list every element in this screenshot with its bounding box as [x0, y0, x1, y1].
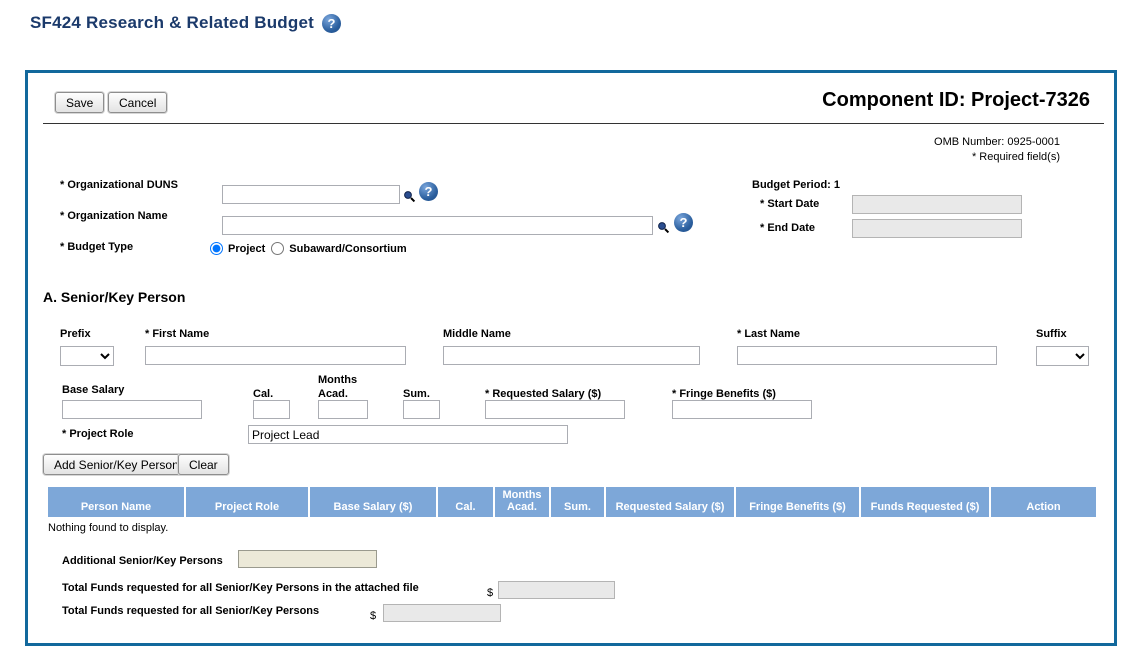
additional-persons-field [238, 550, 377, 568]
org-name-search-icon[interactable] [657, 221, 670, 239]
required-note: * Required field(s) [971, 151, 1060, 163]
col-funds-requested: Funds Requested ($) [861, 487, 989, 517]
help-icon[interactable]: ? [321, 13, 341, 33]
component-id: Component ID: Project-7326 [822, 89, 1090, 111]
attached-file-total-input [498, 581, 615, 599]
org-name-input[interactable] [222, 216, 653, 235]
requested-salary-label: * Requested Salary ($) [485, 388, 602, 400]
cal-months-label: Cal. [253, 388, 274, 400]
attached-file-total-label: Total Funds requested for all Senior/Key… [62, 582, 419, 594]
omb-number: OMB Number: 0925-0001 [934, 136, 1060, 148]
budget-type-subaward-option[interactable]: Subaward/Consortium [271, 242, 407, 255]
budget-type-subaward-radio[interactable] [271, 242, 285, 255]
divider [43, 123, 1104, 124]
base-salary-input[interactable] [62, 400, 202, 419]
col-action: Action [991, 487, 1096, 517]
persons-table-header: Person Name Project Role Base Salary ($)… [48, 487, 1096, 517]
col-cal: Cal. [438, 487, 493, 517]
page-title: SF424 Research & Related Budget ? [30, 13, 341, 33]
first-name-label: * First Name [145, 328, 210, 340]
additional-persons-label: Additional Senior/Key Persons [62, 555, 223, 567]
project-role-input[interactable] [248, 425, 568, 444]
end-date-input [852, 219, 1022, 238]
duns-search-icon[interactable] [403, 190, 416, 208]
clear-button[interactable]: Clear [178, 454, 229, 475]
col-person-name: Person Name [48, 487, 184, 517]
budget-type-project-option[interactable]: Project [210, 242, 265, 255]
col-base-salary: Base Salary ($) [310, 487, 436, 517]
last-name-input[interactable] [737, 346, 997, 365]
end-date-label: * End Date [760, 222, 816, 234]
save-button[interactable]: Save [55, 92, 105, 113]
omb-block: OMB Number: 0925-0001 * Required field(s… [934, 135, 1060, 165]
budget-type-project-label: Project [228, 242, 266, 255]
org-name-help-icon[interactable]: ? [674, 213, 693, 232]
fringe-benefits-input[interactable] [672, 400, 812, 419]
all-persons-total-dollar: $ [370, 610, 377, 622]
first-name-input[interactable] [145, 346, 406, 365]
all-persons-total-label: Total Funds requested for all Senior/Key… [62, 605, 320, 617]
cal-months-input[interactable] [253, 400, 290, 419]
suffix-select[interactable] [1036, 346, 1089, 366]
base-salary-label: Base Salary [62, 384, 125, 396]
sum-months-label: Sum. [403, 388, 430, 400]
form-panel: Save Cancel Component ID: Project-7326 O… [25, 70, 1117, 646]
cancel-button[interactable]: Cancel [108, 92, 168, 113]
col-months-acad: Months Acad. [495, 487, 549, 517]
duns-help-icon[interactable]: ? [419, 182, 438, 201]
table-empty-message: Nothing found to display. [48, 522, 169, 534]
col-fringe-benefits: Fringe Benefits ($) [736, 487, 859, 517]
acad-months-label-line1: Months [318, 374, 358, 386]
prefix-select[interactable] [60, 346, 114, 366]
sum-months-input[interactable] [403, 400, 440, 419]
attached-file-total-dollar: $ [487, 587, 494, 599]
section-a-heading: A. Senior/Key Person [43, 289, 186, 305]
last-name-label: * Last Name [737, 328, 800, 340]
budget-period-label: Budget Period: 1 [752, 179, 841, 191]
project-role-label: * Project Role [62, 428, 134, 440]
start-date-label: * Start Date [760, 198, 820, 210]
budget-type-project-radio[interactable] [210, 242, 223, 255]
all-persons-total-input [383, 604, 501, 622]
col-requested-salary: Requested Salary ($) [606, 487, 734, 517]
acad-months-label-line2: Acad. [318, 388, 348, 400]
duns-input[interactable] [222, 185, 400, 204]
suffix-label: Suffix [1036, 328, 1067, 340]
middle-name-input[interactable] [443, 346, 700, 365]
budget-type-radio-group: Project Subaward/Consortium [210, 242, 407, 255]
budget-type-subaward-label: Subaward/Consortium [289, 242, 407, 255]
prefix-label: Prefix [60, 328, 91, 340]
add-senior-key-person-button[interactable]: Add Senior/Key Person [43, 454, 190, 475]
org-name-label: * Organization Name [60, 210, 168, 222]
middle-name-label: Middle Name [443, 328, 511, 340]
col-sum: Sum. [551, 487, 604, 517]
page-title-text: SF424 Research & Related Budget [30, 13, 314, 32]
acad-months-input[interactable] [318, 400, 368, 419]
budget-type-label: * Budget Type [60, 241, 134, 253]
duns-label: * Organizational DUNS [60, 179, 178, 191]
requested-salary-input[interactable] [485, 400, 625, 419]
start-date-input [852, 195, 1022, 214]
fringe-benefits-label: * Fringe Benefits ($) [672, 388, 776, 400]
col-project-role: Project Role [186, 487, 308, 517]
